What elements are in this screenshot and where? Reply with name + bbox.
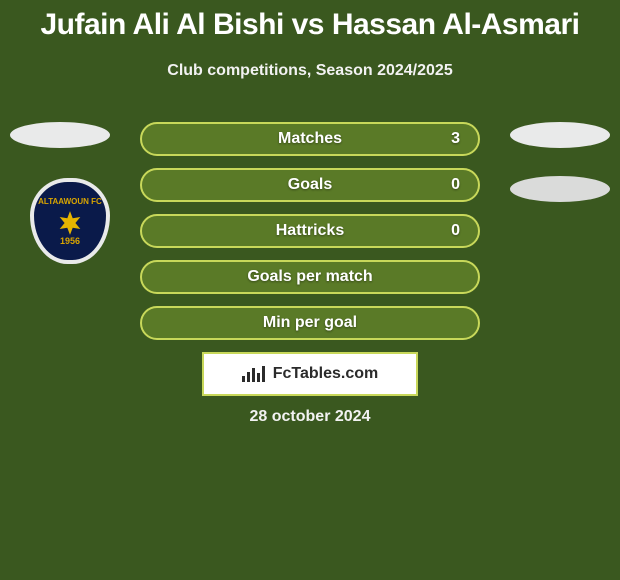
stat-label: Hattricks [276,214,344,248]
stat-pill: Matches 3 [140,122,480,156]
stat-right-value: 0 [451,168,460,202]
player-left-avatar-oval [10,122,110,148]
bar-chart-icon [242,366,267,382]
club-shield: ALTAAWOUN FC 1956 [30,178,110,264]
player-right-avatar-oval [510,122,610,148]
stat-label: Matches [278,122,342,156]
stat-label: Min per goal [263,306,357,340]
source-attribution-box: FcTables.com [202,352,418,396]
stat-label: Goals [288,168,332,202]
stat-pill: Hattricks 0 [140,214,480,248]
stat-pill: Goals 0 [140,168,480,202]
club-left-badge: ALTAAWOUN FC 1956 [20,178,120,264]
stat-pill: Min per goal [140,306,480,340]
stat-right-value: 3 [451,122,460,156]
stat-right-value: 0 [451,214,460,248]
comparison-title: Jufain Ali Al Bishi vs Hassan Al-Asmari [0,8,620,42]
club-right-oval [510,176,610,202]
stat-pill: Goals per match [140,260,480,294]
source-attribution-text: FcTables.com [273,365,379,383]
season-subtitle: Club competitions, Season 2024/2025 [0,62,620,80]
club-star-icon [57,210,83,236]
snapshot-date: 28 october 2024 [0,408,620,426]
stat-label: Goals per match [247,260,372,294]
club-name: ALTAAWOUN FC [38,197,102,206]
club-year: 1956 [60,236,80,246]
